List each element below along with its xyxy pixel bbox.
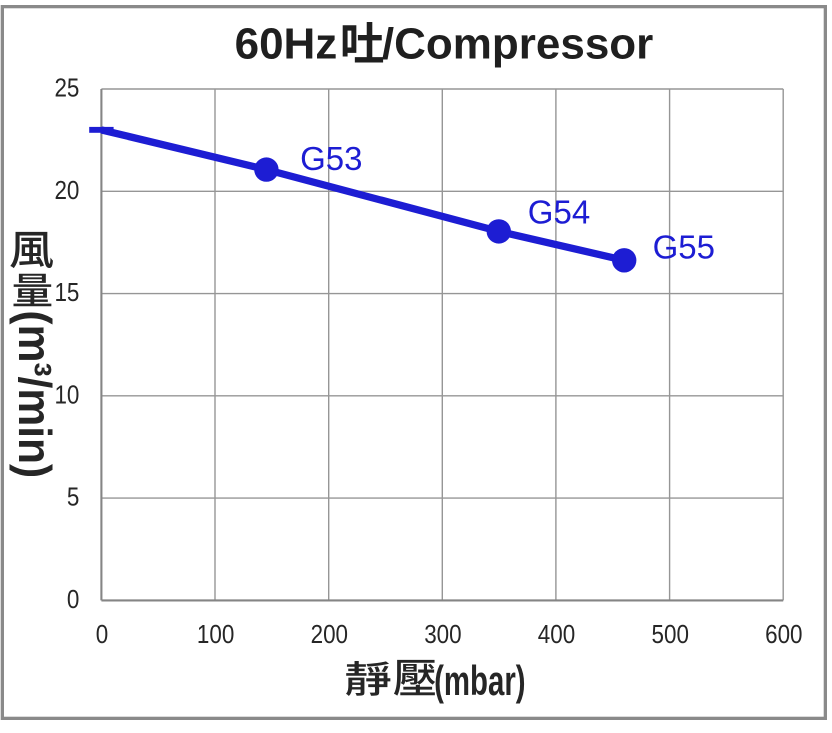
svg-text:100: 100 <box>197 621 234 650</box>
svg-text:/Compressor: /Compressor <box>382 20 653 69</box>
svg-text:20: 20 <box>54 177 79 206</box>
svg-text:10: 10 <box>54 381 79 410</box>
svg-text:300: 300 <box>424 621 461 650</box>
svg-text:G55: G55 <box>653 229 715 266</box>
svg-text:25: 25 <box>54 74 79 103</box>
svg-text:200: 200 <box>311 621 348 650</box>
svg-text:60Hz: 60Hz <box>235 20 338 69</box>
svg-text:G54: G54 <box>528 194 590 231</box>
svg-text:0: 0 <box>96 621 108 650</box>
svg-text:5: 5 <box>67 483 79 512</box>
svg-text:(mbar): (mbar) <box>434 657 525 705</box>
svg-text:600: 600 <box>765 621 802 650</box>
svg-text:G53: G53 <box>300 140 362 177</box>
svg-text:500: 500 <box>651 621 688 650</box>
svg-text:400: 400 <box>538 621 575 650</box>
svg-text:(m³/min): (m³/min) <box>9 310 60 478</box>
svg-text:0: 0 <box>67 586 79 615</box>
svg-text:15: 15 <box>54 279 79 308</box>
